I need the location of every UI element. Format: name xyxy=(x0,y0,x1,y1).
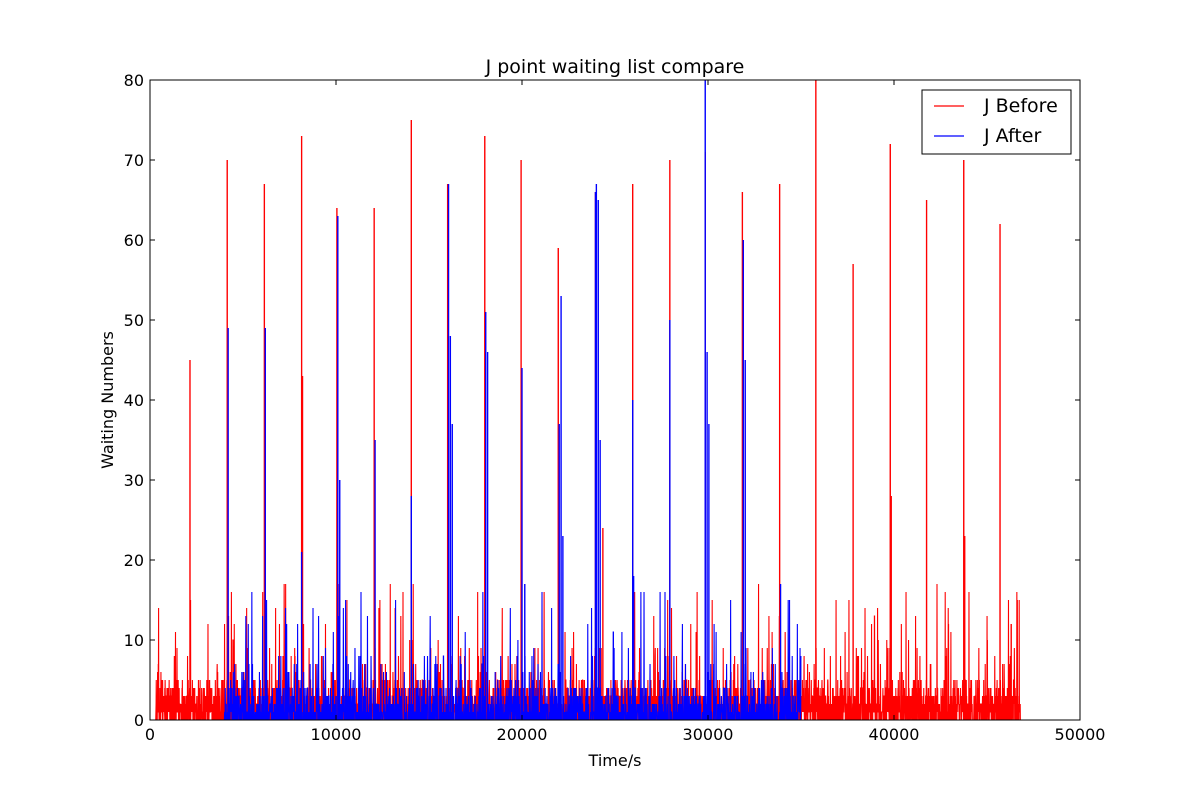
legend: J Before J After xyxy=(921,89,1072,155)
x-tick-label: 50000 xyxy=(1055,725,1106,744)
y-tick-label: 80 xyxy=(124,71,144,90)
x-tick-label: 40000 xyxy=(869,725,920,744)
y-tick-label: 40 xyxy=(124,391,144,410)
x-axis-label: Time/s xyxy=(588,751,642,770)
y-tick-label: 0 xyxy=(134,711,144,730)
x-tick-label: 10000 xyxy=(311,725,362,744)
y-axis-label: Waiting Numbers xyxy=(98,331,117,469)
x-tick-label: 20000 xyxy=(497,725,548,744)
x-tick-label: 0 xyxy=(145,725,155,744)
y-tick-label: 70 xyxy=(124,151,144,170)
y-tick-label: 60 xyxy=(124,231,144,250)
legend-label-j-after: J After xyxy=(983,125,1041,147)
ticks-layer: 0 10000 20000 30000 40000 50000 0 10 20 30 40 50 60 7… xyxy=(124,71,1106,744)
y-tick-label: 20 xyxy=(124,551,144,570)
y-tick-label: 10 xyxy=(124,631,144,650)
series-layer xyxy=(155,80,1021,720)
chart-title: J point waiting list compare xyxy=(485,56,745,78)
x-tick-label: 30000 xyxy=(683,725,734,744)
y-tick-label: 30 xyxy=(124,471,144,490)
y-tick-label: 50 xyxy=(124,311,144,330)
legend-label-j-before: J Before xyxy=(983,95,1058,117)
legend-box xyxy=(921,89,1072,155)
